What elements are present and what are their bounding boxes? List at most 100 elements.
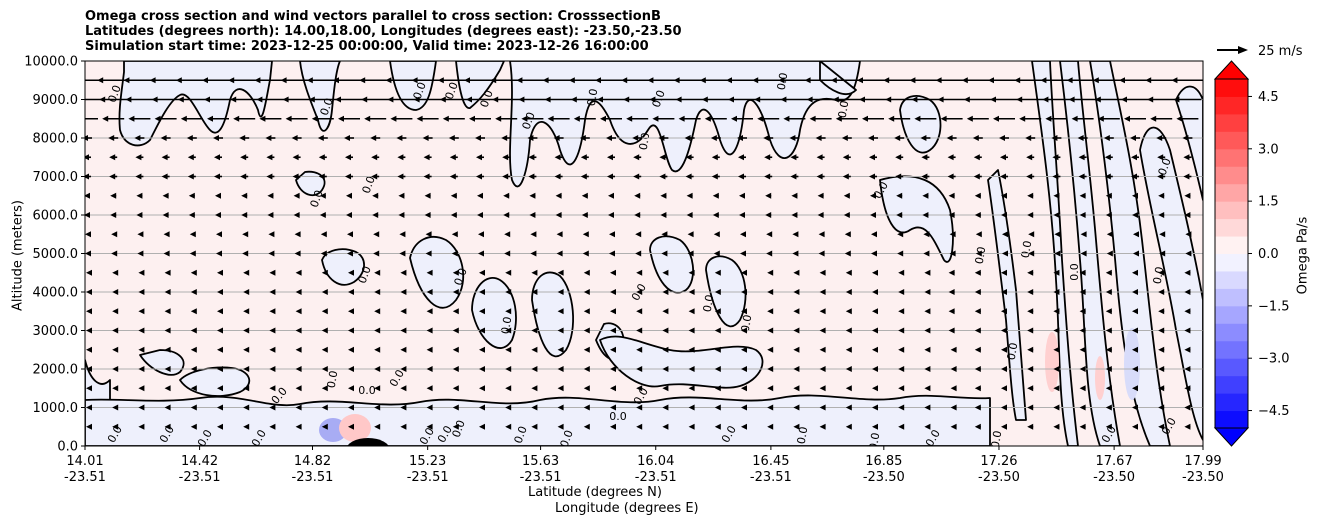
colorbar-tick-label: 4.5 <box>1258 90 1279 105</box>
wind-vector-head <box>1016 96 1023 103</box>
wind-vector-head <box>793 404 800 411</box>
wind-vector-head <box>740 250 746 257</box>
wind-vector-head <box>180 115 187 122</box>
wind-vector-head <box>269 423 276 430</box>
wind-vector-head <box>1105 404 1112 411</box>
wind-vector-head <box>974 308 981 315</box>
wind-vector-head <box>652 115 659 122</box>
wind-vector-head <box>85 192 90 199</box>
wind-vector-head <box>372 212 379 218</box>
wind-vector-head <box>1105 308 1112 315</box>
wind-vector-head <box>557 346 564 353</box>
wind-vector-head <box>1158 192 1165 199</box>
wind-vector-head <box>112 366 119 372</box>
colorbar-tick-label: −4.5 <box>1258 404 1290 419</box>
wind-vector-head <box>269 308 276 315</box>
wind-vector-head <box>112 269 119 276</box>
colorbar-level <box>1215 148 1248 167</box>
wind-vector-head <box>188 192 195 199</box>
wind-vector-head <box>924 308 931 315</box>
wind-vector-head <box>347 250 353 257</box>
wind-vector-head <box>267 192 274 199</box>
quiver-key: 25 m/s <box>1217 44 1303 59</box>
wind-vector-head <box>112 346 119 353</box>
contour-label: 0.0 <box>520 110 538 131</box>
wind-vector-head <box>1053 404 1060 411</box>
wind-vector-head <box>845 289 852 295</box>
wind-vector-head <box>1027 192 1034 199</box>
y-tick-label: 6000.0 <box>33 209 79 224</box>
wind-vector-head <box>806 96 813 103</box>
wind-vector-head <box>973 154 980 161</box>
wind-vector-head <box>1132 308 1138 315</box>
wind-vector-head <box>136 192 143 199</box>
wind-vector-head <box>397 154 404 161</box>
wind-vector-head <box>662 269 669 276</box>
wind-vector-head <box>452 366 459 372</box>
wind-vector-head <box>1079 212 1086 218</box>
wind-vector-head <box>1184 423 1191 430</box>
wind-vector-head <box>190 385 197 392</box>
wind-vector-head <box>685 154 692 161</box>
wind-vector-head <box>607 154 613 161</box>
wind-vector-head <box>582 231 589 238</box>
wind-vector-head <box>269 346 276 353</box>
wind-vector-head <box>688 327 695 334</box>
contour-label: 0.0 <box>411 80 429 101</box>
wind-vector-head <box>374 385 381 392</box>
wind-vector-head <box>1079 346 1086 353</box>
wind-vector-head <box>1027 385 1034 392</box>
wind-vector-head <box>974 423 981 430</box>
x-tick-label-lon: -23.50 <box>1182 470 1224 485</box>
wind-vector-head <box>610 385 616 392</box>
wind-vector-head <box>872 289 878 295</box>
wind-vector-head <box>872 423 878 430</box>
wind-vector-head <box>164 308 171 315</box>
wind-vector-head <box>138 404 145 411</box>
wind-vector-head <box>1001 308 1007 315</box>
wind-vector-head <box>741 289 747 295</box>
wind-vector-head <box>317 135 324 141</box>
wind-vector-head <box>1133 231 1139 238</box>
wind-vector-head <box>320 250 327 257</box>
wind-vector-head <box>1027 346 1034 353</box>
wind-vector-head <box>345 154 351 161</box>
wind-vector-head <box>739 212 745 218</box>
y-tick-label: 5000.0 <box>33 247 79 262</box>
wind-vector-head <box>426 308 433 315</box>
wind-vector-head <box>1052 154 1059 161</box>
wind-vector-head <box>555 212 562 218</box>
wind-vector-head <box>243 289 250 295</box>
wind-vector-head <box>1026 173 1033 180</box>
wind-vector-head <box>947 154 954 161</box>
wind-vector-head <box>190 269 197 276</box>
wind-vector-head <box>661 250 668 257</box>
wind-vector-head <box>292 173 299 180</box>
wind-vector-head <box>102 115 109 122</box>
wind-vector-head <box>530 250 537 257</box>
wind-vector-head <box>505 366 512 372</box>
colorbar-level <box>1215 323 1248 342</box>
wind-vector-head <box>1053 346 1060 353</box>
wind-vector-head <box>606 135 612 141</box>
wind-vector-head <box>373 231 380 238</box>
wind-vector-head <box>451 231 458 238</box>
chart-title-line-1: Omega cross section and wind vectors par… <box>85 9 661 24</box>
y-tick-label: 0.0 <box>57 440 78 455</box>
wind-vector-head <box>1184 269 1191 276</box>
wind-vector-head <box>426 346 433 353</box>
wind-vector-head <box>636 308 643 315</box>
colorbar-level <box>1215 375 1248 394</box>
wind-vector-head <box>109 154 116 161</box>
wind-vector-head <box>1019 115 1026 122</box>
wind-vector-head <box>767 308 774 315</box>
wind-vector-head <box>1026 154 1033 161</box>
wind-vector-head <box>190 366 197 372</box>
wind-vector-head <box>1105 269 1112 276</box>
negative-omega-region <box>85 394 991 446</box>
wind-vector-head <box>1053 269 1060 276</box>
wind-vector-head <box>479 308 485 315</box>
wind-vector-head <box>556 250 563 257</box>
wind-vector-head <box>426 385 433 392</box>
wind-vector-head <box>333 77 339 84</box>
